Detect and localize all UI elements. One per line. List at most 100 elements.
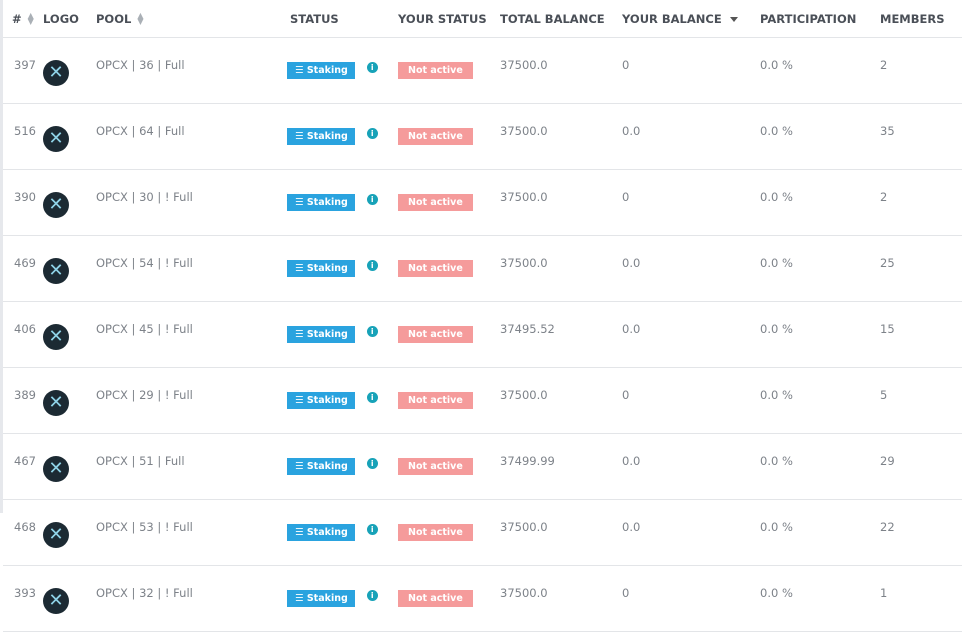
pool-name[interactable]: OPCX | 30 | ! Full	[96, 169, 278, 236]
staking-label: Staking	[306, 131, 348, 142]
your-status-cell: Not active	[398, 103, 500, 170]
pool-name[interactable]: OPCX | 29 | ! Full	[96, 367, 278, 434]
staking-label: Staking	[306, 395, 348, 406]
pool-number: 468	[3, 499, 43, 566]
pool-number: 393	[3, 565, 43, 632]
header-pool[interactable]: POOL ▲ ▼	[96, 0, 278, 38]
info-icon[interactable]: i	[366, 62, 378, 73]
header-num[interactable]: # ▲ ▼	[3, 0, 43, 38]
pool-number: 467	[3, 433, 43, 500]
pool-name[interactable]: OPCX | 45 | ! Full	[96, 301, 278, 368]
header-row: # ▲ ▼ LOGO POOL ▲ ▼ STATUS YOUR STATUS TOTAL…	[3, 0, 962, 38]
header-members: MEMBERS	[880, 0, 962, 38]
logo-cell: ✕	[43, 103, 96, 170]
participation: 0.0 %	[760, 433, 880, 500]
table-row[interactable]: 389 ✕ OPCX | 29 | ! Full ☰ Staking i Not …	[3, 367, 962, 434]
header-your-balance[interactable]: YOUR BALANCE	[622, 0, 760, 38]
participation: 0.0 %	[760, 235, 880, 302]
your-balance: 0.0	[622, 235, 760, 302]
info-icon[interactable]: i	[366, 194, 378, 205]
logo-cell: ✕	[43, 565, 96, 632]
opcx-logo-icon: ✕	[43, 125, 69, 152]
your-status-cell: Not active	[398, 169, 500, 236]
info-icon[interactable]: i	[366, 392, 378, 403]
info-icon[interactable]: i	[366, 326, 378, 337]
members: 25	[880, 235, 962, 302]
your-balance: 0.0	[622, 301, 760, 368]
participation: 0.0 %	[760, 37, 880, 104]
not-active-badge: Not active	[398, 524, 473, 541]
opcx-logo-icon: ✕	[43, 587, 69, 614]
sort-icon[interactable]: ▲ ▼	[137, 11, 144, 26]
logo-cell: ✕	[43, 433, 96, 500]
table-row[interactable]: 390 ✕ OPCX | 30 | ! Full ☰ Staking i Not …	[3, 169, 962, 236]
total-balance: 37500.0	[500, 235, 622, 302]
pool-name[interactable]: OPCX | 64 | Full	[96, 103, 278, 170]
not-active-badge: Not active	[398, 458, 473, 475]
table-row[interactable]: 393 ✕ OPCX | 32 | ! Full ☰ Staking i Not …	[3, 565, 962, 632]
status-cell: ☰ Staking i	[278, 235, 398, 302]
total-balance: 37500.0	[500, 367, 622, 434]
header-logo: LOGO	[43, 0, 96, 38]
participation: 0.0 %	[760, 499, 880, 566]
header-num-label: #	[12, 11, 22, 26]
table-row[interactable]: 467 ✕ OPCX | 51 | Full ☰ Staking i Not ac…	[3, 433, 962, 500]
total-balance: 37495.52	[500, 301, 622, 368]
info-icon[interactable]: i	[366, 128, 378, 139]
members: 2	[880, 37, 962, 104]
total-balance: 37500.0	[500, 499, 622, 566]
your-balance: 0	[622, 565, 760, 632]
status-cell: ☰ Staking i	[278, 301, 398, 368]
opcx-logo-icon: ✕	[43, 191, 69, 218]
total-balance: 37500.0	[500, 37, 622, 104]
your-balance: 0	[622, 367, 760, 434]
header-your-status: YOUR STATUS	[398, 0, 500, 38]
total-balance: 37500.0	[500, 169, 622, 236]
staking-label: Staking	[306, 197, 348, 208]
not-active-badge: Not active	[398, 326, 473, 343]
staking-badge: ☰ Staking	[287, 392, 355, 409]
sort-desc-icon[interactable]	[729, 16, 738, 22]
pool-number: 389	[3, 367, 43, 434]
members: 15	[880, 301, 962, 368]
info-icon[interactable]: i	[366, 524, 378, 535]
table-row[interactable]: 397 ✕ OPCX | 36 | Full ☰ Staking i Not ac…	[3, 37, 962, 104]
pool-name[interactable]: OPCX | 54 | ! Full	[96, 235, 278, 302]
header-status: STATUS	[278, 0, 398, 38]
opcx-logo-icon: ✕	[43, 323, 69, 350]
status-cell: ☰ Staking i	[278, 103, 398, 170]
header-pool-label: POOL	[96, 11, 132, 26]
staking-badge: ☰ Staking	[287, 524, 355, 541]
info-icon[interactable]: i	[366, 590, 378, 601]
table-row[interactable]: 469 ✕ OPCX | 54 | ! Full ☰ Staking i Not …	[3, 235, 962, 302]
pool-number: 469	[3, 235, 43, 302]
logo-cell: ✕	[43, 169, 96, 236]
not-active-badge: Not active	[398, 590, 473, 607]
info-icon[interactable]: i	[366, 260, 378, 271]
pool-name[interactable]: OPCX | 36 | Full	[96, 37, 278, 104]
opcx-logo-icon: ✕	[43, 59, 69, 86]
info-icon[interactable]: i	[366, 458, 378, 469]
opcx-logo-icon: ✕	[43, 257, 69, 284]
sort-icon[interactable]: ▲ ▼	[27, 11, 34, 26]
pool-name[interactable]: OPCX | 53 | ! Full	[96, 499, 278, 566]
participation: 0.0 %	[760, 301, 880, 368]
members: 1	[880, 565, 962, 632]
table-row[interactable]: 516 ✕ OPCX | 64 | Full ☰ Staking i Not ac…	[3, 103, 962, 170]
header-total-balance: TOTAL BALANCE	[500, 0, 622, 38]
staking-label: Staking	[306, 329, 348, 340]
pool-name[interactable]: OPCX | 51 | Full	[96, 433, 278, 500]
table-row[interactable]: 406 ✕ OPCX | 45 | ! Full ☰ Staking i Not …	[3, 301, 962, 368]
not-active-badge: Not active	[398, 260, 473, 277]
your-balance: 0.0	[622, 103, 760, 170]
pool-name[interactable]: OPCX | 32 | ! Full	[96, 565, 278, 632]
your-balance: 0.0	[622, 499, 760, 566]
pool-number: 390	[3, 169, 43, 236]
your-balance: 0.0	[622, 433, 760, 500]
your-status-cell: Not active	[398, 499, 500, 566]
your-status-cell: Not active	[398, 367, 500, 434]
status-cell: ☰ Staking i	[278, 433, 398, 500]
participation: 0.0 %	[760, 367, 880, 434]
table-row[interactable]: 468 ✕ OPCX | 53 | ! Full ☰ Staking i Not …	[3, 499, 962, 566]
